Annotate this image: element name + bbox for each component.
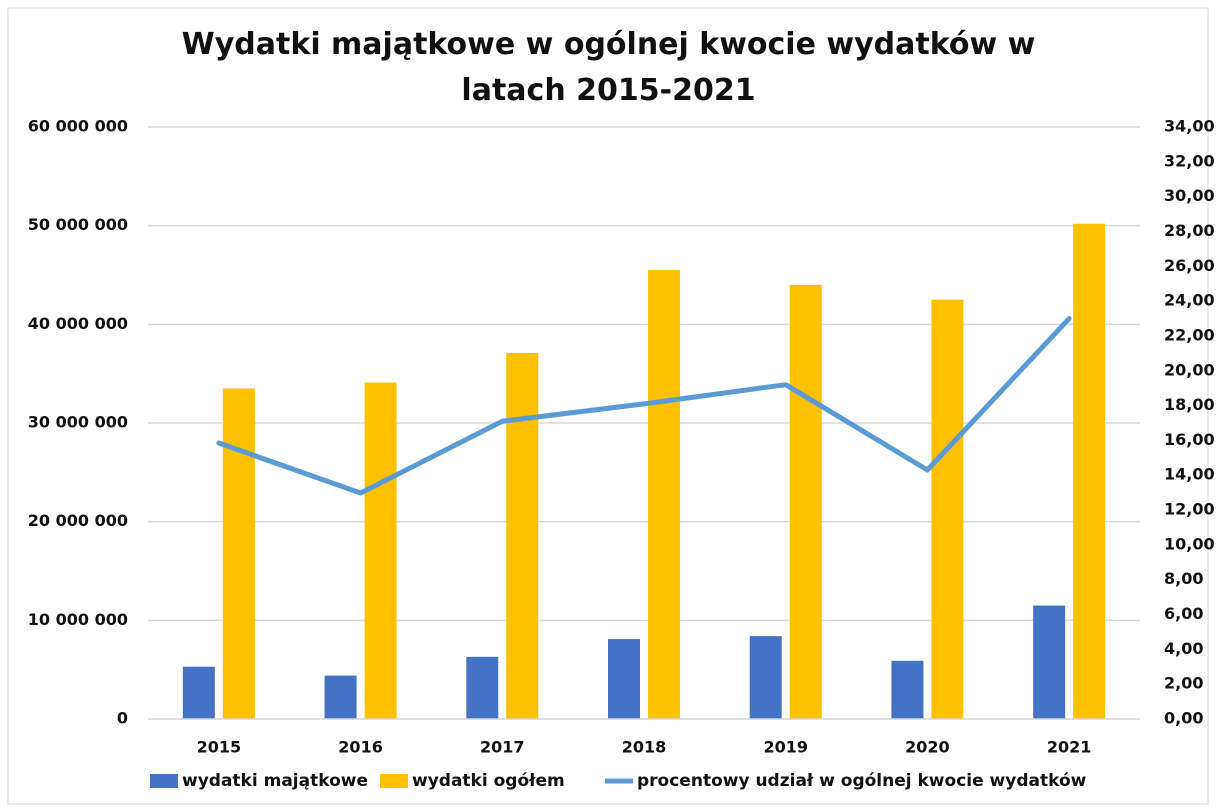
y2-tick-label: 32,00 [1164,151,1215,170]
bar [891,660,924,719]
y2-tick-label: 4,00 [1164,639,1203,658]
y2-tick-label: 10,00 [1164,534,1215,553]
y2-tick-label: 34,00 [1164,117,1215,136]
y2-tick-label: 0,00 [1164,709,1203,728]
bar [324,675,357,719]
line [216,316,1072,496]
chart-title: Wydatki majątkowe w ogólnej kwocie wydat… [181,27,1036,108]
bar [749,636,782,719]
legend-label: wydatki majątkowe [182,771,368,791]
bar [1033,605,1066,719]
x-tick-label: 2016 [338,738,383,757]
y2-tick-label: 6,00 [1164,604,1203,623]
legend-label: procentowy udział w ogólnej kwocie wydat… [637,771,1087,791]
y2-tick-label: 12,00 [1164,500,1215,519]
y2-tick-label: 26,00 [1164,256,1215,275]
bar [364,382,397,719]
y2-tick-label: 14,00 [1164,465,1215,484]
legend-label: wydatki ogółem [412,771,565,791]
y-tick-label: 20 000 000 [28,511,128,530]
y-tick-label: 30 000 000 [28,413,128,432]
y2-tick-label: 22,00 [1164,325,1215,344]
x-tick-label: 2020 [905,738,950,757]
y2-tick-label: 30,00 [1164,186,1215,205]
legend-marker [380,774,408,788]
bar [931,299,964,719]
x-tick-label: 2021 [1047,738,1092,757]
bar [466,656,499,719]
y-tick-label: 40 000 000 [28,314,128,333]
y2-tick-label: 28,00 [1164,221,1215,240]
bar [182,666,215,719]
x-tick-label: 2017 [480,738,525,757]
bar [1073,223,1106,719]
bar [506,352,539,719]
y2-tick-label: 2,00 [1164,674,1203,693]
x-tick-label: 2019 [763,738,808,757]
x-tick-label: 2018 [622,738,667,757]
y2-tick-label: 24,00 [1164,291,1215,310]
bar [789,284,822,719]
y-tick-label: 0 [117,709,128,728]
x-tick-label: 2015 [197,738,242,757]
bar [608,639,640,719]
bar [222,388,255,719]
y2-tick-label: 8,00 [1164,569,1203,588]
y-tick-label: 60 000 000 [28,117,128,136]
y2-tick-label: 16,00 [1164,430,1215,449]
chart-border [7,7,1209,805]
y-tick-label: 50 000 000 [28,215,128,234]
y-tick-label: 10 000 000 [28,610,128,629]
legend-marker [150,774,178,788]
y2-tick-label: 20,00 [1164,360,1215,379]
y2-tick-label: 18,00 [1164,395,1215,414]
bar [648,270,680,719]
